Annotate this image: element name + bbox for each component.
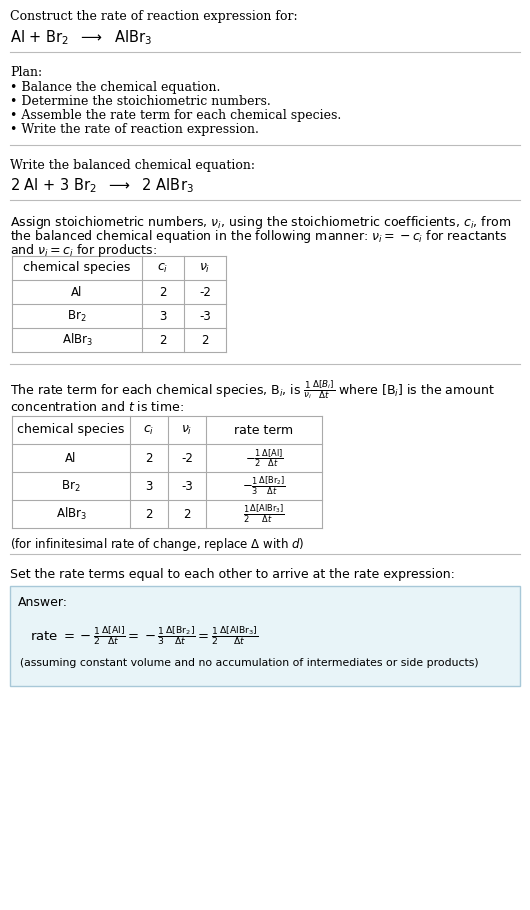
Text: 3: 3 [160, 309, 167, 322]
Text: Set the rate terms equal to each other to arrive at the rate expression:: Set the rate terms equal to each other t… [10, 568, 455, 581]
Text: Write the balanced chemical equation:: Write the balanced chemical equation: [10, 159, 255, 172]
Text: • Assemble the rate term for each chemical species.: • Assemble the rate term for each chemic… [10, 109, 341, 122]
Text: Al: Al [65, 451, 77, 464]
Text: -2: -2 [181, 451, 193, 464]
Text: concentration and $t$ is time:: concentration and $t$ is time: [10, 400, 184, 414]
Text: • Write the rate of reaction expression.: • Write the rate of reaction expression. [10, 123, 259, 136]
Text: -3: -3 [181, 480, 193, 492]
Text: -2: -2 [199, 286, 211, 298]
Text: and $\nu_i = c_i$ for products:: and $\nu_i = c_i$ for products: [10, 242, 157, 259]
Text: Plan:: Plan: [10, 66, 42, 79]
Text: 2 Al + 3 Br$_2$  $\longrightarrow$  2 AlBr$_3$: 2 Al + 3 Br$_2$ $\longrightarrow$ 2 AlBr… [10, 176, 194, 195]
Text: Answer:: Answer: [18, 596, 68, 609]
Text: chemical species: chemical species [17, 423, 125, 437]
Text: Br$_2$: Br$_2$ [67, 308, 87, 324]
Text: rate $= -\frac{1}{2}\frac{\Delta[\mathrm{Al}]}{\Delta t} = -\frac{1}{3}\frac{\De: rate $= -\frac{1}{2}\frac{\Delta[\mathrm… [30, 624, 258, 647]
FancyBboxPatch shape [10, 586, 520, 686]
Text: AlBr$_3$: AlBr$_3$ [56, 506, 86, 522]
Text: the balanced chemical equation in the following manner: $\nu_i = -c_i$ for react: the balanced chemical equation in the fo… [10, 228, 508, 245]
Text: AlBr$_3$: AlBr$_3$ [61, 332, 92, 348]
Text: Al + Br$_2$  $\longrightarrow$  AlBr$_3$: Al + Br$_2$ $\longrightarrow$ AlBr$_3$ [10, 28, 152, 46]
Text: $\nu_i$: $\nu_i$ [199, 261, 211, 275]
Text: Construct the rate of reaction expression for:: Construct the rate of reaction expressio… [10, 10, 298, 23]
Text: 3: 3 [145, 480, 153, 492]
Text: • Determine the stoichiometric numbers.: • Determine the stoichiometric numbers. [10, 95, 271, 108]
Text: Assign stoichiometric numbers, $\nu_i$, using the stoichiometric coefficients, $: Assign stoichiometric numbers, $\nu_i$, … [10, 214, 511, 231]
Text: 2: 2 [159, 286, 167, 298]
Text: 2: 2 [145, 451, 153, 464]
Text: $c_i$: $c_i$ [157, 261, 169, 275]
Text: $-\frac{1}{2}\frac{\Delta[\mathrm{Al}]}{\Delta t}$: $-\frac{1}{2}\frac{\Delta[\mathrm{Al}]}{… [245, 447, 283, 469]
Text: $c_i$: $c_i$ [144, 423, 155, 437]
Text: -3: -3 [199, 309, 211, 322]
Text: • Balance the chemical equation.: • Balance the chemical equation. [10, 81, 220, 94]
Text: 2: 2 [183, 508, 191, 521]
Text: 2: 2 [145, 508, 153, 521]
Text: Br$_2$: Br$_2$ [61, 479, 81, 493]
Text: $\frac{1}{2}\frac{\Delta[\mathrm{AlBr}_3]}{\Delta t}$: $\frac{1}{2}\frac{\Delta[\mathrm{AlBr}_3… [243, 502, 285, 525]
Text: (for infinitesimal rate of change, replace $\Delta$ with $d$): (for infinitesimal rate of change, repla… [10, 536, 304, 553]
Text: chemical species: chemical species [23, 261, 131, 275]
Text: 2: 2 [201, 333, 209, 347]
Text: 2: 2 [159, 333, 167, 347]
Text: $\nu_i$: $\nu_i$ [181, 423, 193, 437]
Text: rate term: rate term [234, 423, 294, 437]
Text: Al: Al [72, 286, 83, 298]
Text: (assuming constant volume and no accumulation of intermediates or side products): (assuming constant volume and no accumul… [20, 658, 479, 668]
Text: $-\frac{1}{3}\frac{\Delta[\mathrm{Br}_2]}{\Delta t}$: $-\frac{1}{3}\frac{\Delta[\mathrm{Br}_2]… [242, 475, 286, 497]
Text: The rate term for each chemical species, B$_i$, is $\frac{1}{\nu_i}\frac{\Delta[: The rate term for each chemical species,… [10, 378, 495, 400]
